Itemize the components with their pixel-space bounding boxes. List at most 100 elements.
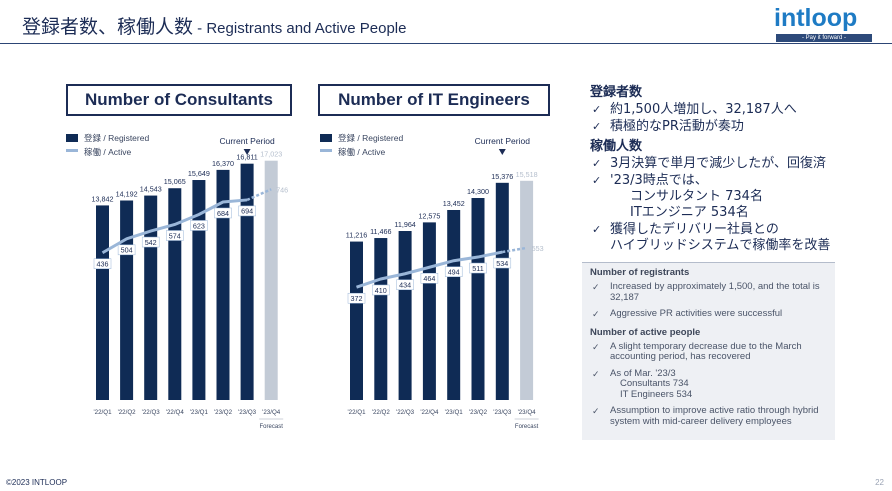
active-value-box xyxy=(469,262,487,274)
bar-value-label: 12,575 xyxy=(418,211,440,220)
bar-registered xyxy=(168,188,182,400)
active-value-box xyxy=(420,272,439,284)
active-series-line xyxy=(356,250,503,289)
active-value-label: 410 xyxy=(375,286,387,295)
active-forecast-line xyxy=(502,246,527,254)
bar-value-label: 11,216 xyxy=(346,231,367,240)
active-forecast-line xyxy=(246,188,272,202)
active-value-box xyxy=(372,284,390,296)
active-value-box xyxy=(396,279,414,291)
current-period-arrow-icon xyxy=(498,149,506,155)
current-period-label: Current Period xyxy=(219,136,275,146)
active-value-label: 574 xyxy=(169,231,181,240)
bar-value-label: 16,811 xyxy=(236,153,257,162)
copyright: ©2023 INTLOOP xyxy=(6,478,68,487)
forecast-label: Forecast xyxy=(260,424,284,430)
bar-registered xyxy=(144,195,158,400)
x-tick-label: '23/Q1 xyxy=(445,409,464,416)
x-tick-label: '22/Q4 xyxy=(166,409,185,416)
active-value-label: 553 xyxy=(532,244,544,253)
bar-registered xyxy=(374,238,388,400)
bar-value-label: 15,376 xyxy=(491,172,513,181)
bar-value-label: 16,370 xyxy=(212,159,234,168)
consultants-chart-title: Number of Consultants xyxy=(66,84,292,116)
active-value-label: 436 xyxy=(97,260,109,269)
bar-value-label: 11,466 xyxy=(370,227,391,236)
check-icon: ✓ xyxy=(592,368,600,379)
bar-registered xyxy=(120,200,134,400)
bar-registered xyxy=(350,241,363,400)
bar-value-label: 17,023 xyxy=(260,150,282,159)
x-tick-label: '22/Q3 xyxy=(142,409,161,416)
intloop-logo: intloop - Pay it forward - xyxy=(774,4,874,42)
active-value-box xyxy=(166,230,184,241)
check-icon: ✓ xyxy=(592,223,602,236)
header-divider xyxy=(0,43,892,44)
check-icon: ✓ xyxy=(592,174,602,187)
list-item: ✓ Aggressive PR activities were successfu… xyxy=(592,308,783,319)
active-value-label: 504 xyxy=(121,246,133,255)
bar-value-label: 11,964 xyxy=(394,220,415,229)
active-value-label: 464 xyxy=(423,274,435,283)
active-value-label: 372 xyxy=(351,294,363,303)
engineers-chart-title: Number of IT Engineers xyxy=(318,84,550,116)
bar-value-label: 14,543 xyxy=(140,185,162,194)
page-title-jp: 登録者数、稼働人数 xyxy=(22,16,194,38)
active-value-label: 434 xyxy=(399,281,411,290)
active-value-box xyxy=(190,220,208,231)
bar-registered xyxy=(96,205,109,400)
active-value-box xyxy=(238,205,256,217)
bar-value-label: 15,065 xyxy=(164,177,186,186)
bar-registered xyxy=(264,160,278,400)
legend-label-active: 稼働 / Active xyxy=(338,147,386,157)
check-icon: ✓ xyxy=(592,103,602,116)
x-tick-label: '23/Q3 xyxy=(238,409,257,416)
x-tick-label: '22/Q3 xyxy=(396,409,415,416)
bar-registered xyxy=(495,182,509,400)
list-item: ✓ Increased by approximately 1,500, and t… xyxy=(592,281,820,303)
active-value-box xyxy=(117,244,136,256)
page-title: 登録者数、稼働人数 - Registrants and Active Peopl… xyxy=(22,12,406,39)
check-icon: ✓ xyxy=(592,282,600,292)
slide-header: 登録者数、稼働人数 - Registrants and Active Peopl… xyxy=(0,0,892,44)
page-number: 22 xyxy=(875,478,884,487)
check-icon: ✓ xyxy=(592,341,600,352)
notes-jp-heading-active: 稼働人数 xyxy=(590,139,643,154)
check-icon: ✓ xyxy=(592,406,600,416)
legend-swatch-active xyxy=(66,149,78,152)
x-tick-label: '23/Q4 xyxy=(518,409,537,416)
list-item: ✓ 獲得したデリバリー社員との ハイブリッドシステムで稼働率を改善 xyxy=(592,222,831,253)
active-series-line xyxy=(101,198,248,255)
x-tick-label: '22/Q1 xyxy=(347,409,366,416)
list-item: ✓ '23/3時点では、 コンサルタント 734名 ITエンジニア 534名 xyxy=(592,173,763,220)
page-title-en: - Registrants and Active People xyxy=(193,20,407,37)
notes-jp-heading-registrants: 登録者数 xyxy=(590,85,643,100)
active-value-box xyxy=(141,236,160,248)
current-period-arrow-icon xyxy=(243,149,251,155)
check-icon: ✓ xyxy=(592,309,600,319)
notes-en-heading-registrants: Number of registrants xyxy=(590,267,690,278)
notes-english-panel xyxy=(582,262,835,440)
active-value-label: 694 xyxy=(241,207,253,216)
active-value-label: 511 xyxy=(472,264,483,273)
active-value-label: 494 xyxy=(448,268,460,277)
x-tick-label: '23/Q4 xyxy=(262,409,281,416)
bar-registered xyxy=(216,169,230,400)
consultants-chart: 登録 / Registered 稼働 / Active Current Period… xyxy=(66,133,288,430)
x-tick-label: '22/Q4 xyxy=(420,409,439,416)
list-item: ✓ 積極的なPR活動が奏功 xyxy=(592,119,744,134)
bar-registered xyxy=(447,209,461,400)
bar-registered xyxy=(398,231,412,400)
list-item: ✓ As of Mar. '23/3 Consultants 734 IT Engin… xyxy=(592,367,693,400)
bar-value-label: 14,300 xyxy=(467,187,489,196)
active-value-box xyxy=(347,292,366,304)
notes-english: Number of registrants ✓ Increased by appr… xyxy=(590,266,835,433)
active-value-box xyxy=(493,257,512,269)
active-value-label: 623 xyxy=(193,221,205,230)
x-tick-label: '23/Q2 xyxy=(469,409,488,416)
legend-swatch-active xyxy=(320,149,332,152)
bar-value-label: 14,192 xyxy=(116,190,138,199)
bar-registered xyxy=(192,180,206,400)
logo-wordmark: intloop xyxy=(774,4,858,32)
bar-value-label: 15,649 xyxy=(188,169,210,178)
